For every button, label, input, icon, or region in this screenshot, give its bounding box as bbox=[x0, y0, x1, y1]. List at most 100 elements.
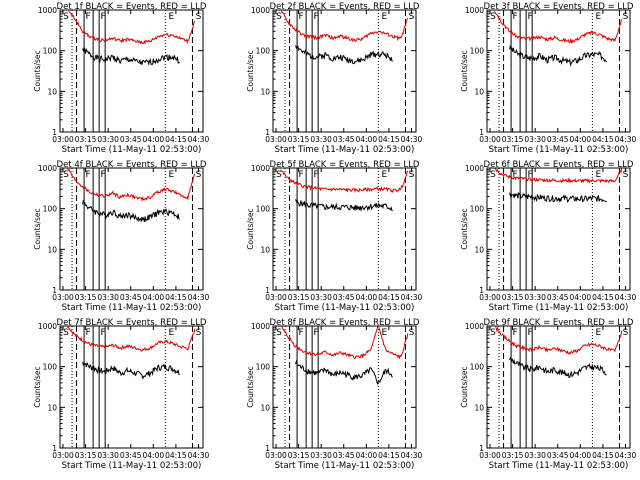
x-tick-label: 04:15 bbox=[592, 293, 614, 302]
x-tick-label: 04:30 bbox=[188, 293, 210, 302]
marker-s-label: S bbox=[409, 328, 415, 338]
x-tick-label: 03:00 bbox=[479, 135, 501, 144]
marker-e-label: E bbox=[169, 170, 175, 180]
y-tick-label: 1000 bbox=[251, 164, 270, 173]
x-tick-label: 03:00 bbox=[479, 451, 501, 460]
panel-title: Det 4f BLACK = Events, RED = LLD bbox=[57, 160, 207, 170]
marker-s-label: S bbox=[490, 328, 496, 338]
y-tick-label: 1 bbox=[52, 128, 57, 137]
marker-f-label: F bbox=[101, 12, 106, 22]
x-tick-label: 03:45 bbox=[120, 293, 142, 302]
plot-frame bbox=[486, 167, 631, 291]
y-tick-label: 10 bbox=[47, 245, 57, 254]
panel-title: Det 8f BLACK = Events, RED = LLD bbox=[270, 318, 420, 328]
y-tick-label: 1 bbox=[265, 128, 270, 137]
marker-s-label: S bbox=[276, 170, 282, 180]
marker-f-label: F bbox=[314, 170, 319, 180]
x-tick-label: 03:00 bbox=[52, 135, 74, 144]
events-series-line bbox=[82, 199, 180, 223]
x-tick-label: 04:30 bbox=[615, 451, 637, 460]
events-series-line bbox=[82, 45, 180, 66]
marker-s-label: S bbox=[196, 328, 202, 338]
marker-s-label: S bbox=[409, 12, 415, 22]
y-tick-label: 10 bbox=[474, 87, 484, 96]
y-axis-label: Counts/sec bbox=[246, 50, 255, 91]
x-axis-label: Start Time (11-May-11 02:53:00) bbox=[275, 461, 415, 471]
y-tick-label: 100 bbox=[470, 363, 485, 372]
y-tick-label: 100 bbox=[256, 205, 271, 214]
detector-panel-2: Det 2f BLACK = Events, RED = LLD 1 10 100 10… bbox=[246, 2, 423, 155]
x-tick-label: 03:00 bbox=[52, 451, 74, 460]
y-tick-label: 1 bbox=[265, 286, 270, 295]
y-tick-label: 10 bbox=[47, 403, 57, 412]
x-tick-label: 03:30 bbox=[97, 135, 119, 144]
marker-f-label: F bbox=[512, 328, 517, 338]
x-tick-label: 04:30 bbox=[401, 135, 423, 144]
detector-panel-6: Det 6f BLACK = Events, RED = LLD 1 10 100 10… bbox=[460, 160, 637, 313]
panel-title: Det 3f BLACK = Events, RED = LLD bbox=[484, 2, 634, 12]
y-tick-label: 1000 bbox=[38, 322, 57, 331]
x-tick-label: 03:15 bbox=[502, 135, 524, 144]
x-tick-label: 03:45 bbox=[333, 451, 355, 460]
events-series-line bbox=[295, 199, 393, 212]
y-axis-label: Counts/sec bbox=[33, 366, 42, 407]
marker-e-label: E bbox=[169, 328, 175, 338]
lld-series-line bbox=[67, 10, 196, 45]
x-tick-label: 04:30 bbox=[401, 451, 423, 460]
events-series-line bbox=[509, 45, 608, 67]
x-axis-label: Start Time (11-May-11 02:53:00) bbox=[62, 461, 202, 471]
y-tick-label: 1000 bbox=[38, 6, 57, 15]
events-series-line bbox=[295, 359, 393, 386]
marker-f-label: F bbox=[512, 170, 517, 180]
x-tick-label: 04:00 bbox=[143, 451, 165, 460]
lld-series-line bbox=[67, 326, 196, 352]
y-tick-label: 1000 bbox=[251, 6, 270, 15]
x-axis-label: Start Time (11-May-11 02:53:00) bbox=[489, 303, 629, 313]
x-tick-label: 03:45 bbox=[120, 135, 142, 144]
plot-frame bbox=[59, 325, 204, 449]
x-tick-label: 04:30 bbox=[615, 135, 637, 144]
marker-e-label: E bbox=[382, 170, 388, 180]
detector-panel-4: Det 4f BLACK = Events, RED = LLD 1 10 100 10… bbox=[33, 160, 210, 313]
x-tick-label: 03:30 bbox=[97, 293, 119, 302]
marker-s-label: S bbox=[276, 328, 282, 338]
marker-f-label: F bbox=[314, 12, 319, 22]
events-series-line bbox=[82, 361, 180, 380]
detector-panel-1: Det 1f BLACK = Events, RED = LLD 1 10 100 10… bbox=[33, 2, 210, 155]
y-tick-label: 100 bbox=[470, 205, 485, 214]
x-tick-label: 04:15 bbox=[165, 293, 187, 302]
y-axis-label: Counts/sec bbox=[33, 208, 42, 249]
x-tick-label: 03:15 bbox=[75, 135, 97, 144]
y-axis-label: Counts/sec bbox=[33, 50, 42, 91]
lld-series-line bbox=[67, 168, 196, 203]
x-tick-label: 04:30 bbox=[188, 135, 210, 144]
x-tick-label: 04:00 bbox=[570, 293, 592, 302]
x-tick-label: 03:45 bbox=[547, 451, 569, 460]
y-tick-label: 1000 bbox=[38, 164, 57, 173]
marker-f-label: F bbox=[101, 170, 106, 180]
detector-panel-9: Det 9f BLACK = Events, RED = LLD 1 10 100 10… bbox=[460, 318, 637, 471]
panel-title: Det 6f BLACK = Events, RED = LLD bbox=[484, 160, 634, 170]
detector-panel-8: Det 8f BLACK = Events, RED = LLD 1 10 100 10… bbox=[246, 318, 423, 471]
x-tick-label: 04:00 bbox=[143, 293, 165, 302]
y-tick-label: 10 bbox=[474, 245, 484, 254]
plot-frame bbox=[486, 9, 631, 133]
plot-frame bbox=[59, 167, 204, 291]
marker-e-label: E bbox=[382, 12, 388, 22]
x-tick-label: 03:30 bbox=[310, 135, 332, 144]
panel-title: Det 5f BLACK = Events, RED = LLD bbox=[270, 160, 420, 170]
plot-frame bbox=[486, 325, 631, 449]
x-tick-label: 03:15 bbox=[288, 451, 310, 460]
y-axis-label: Counts/sec bbox=[246, 208, 255, 249]
marker-f-label: F bbox=[314, 328, 319, 338]
panel-title: Det 2f BLACK = Events, RED = LLD bbox=[270, 2, 420, 12]
x-tick-label: 03:45 bbox=[120, 451, 142, 460]
marker-s-label: S bbox=[276, 12, 282, 22]
x-tick-label: 03:30 bbox=[524, 293, 546, 302]
x-axis-label: Start Time (11-May-11 02:53:00) bbox=[489, 461, 629, 471]
y-tick-label: 100 bbox=[43, 363, 58, 372]
x-tick-label: 04:15 bbox=[165, 135, 187, 144]
marker-f-label: F bbox=[85, 12, 90, 22]
detector-panel-3: Det 3f BLACK = Events, RED = LLD 1 10 100 10… bbox=[460, 2, 637, 155]
x-tick-label: 03:15 bbox=[288, 135, 310, 144]
